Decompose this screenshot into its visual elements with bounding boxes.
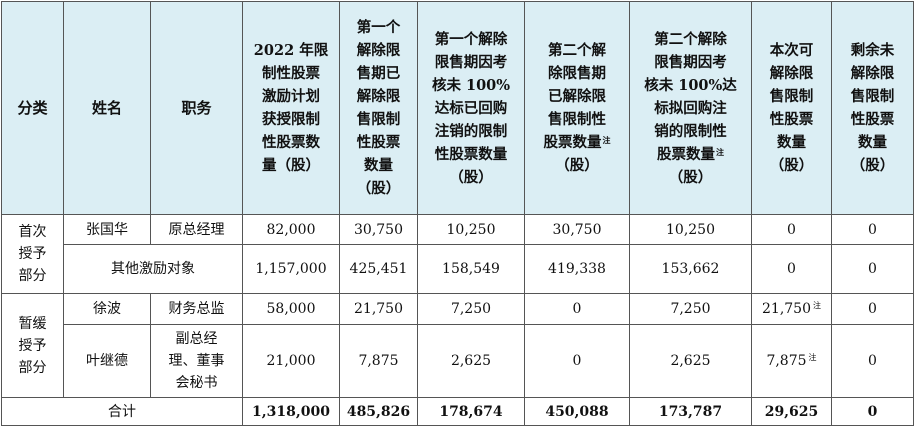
group-deferred-grant: 暂缓 授予 部分 [1, 293, 64, 398]
cell-remaining: 0 [831, 293, 914, 325]
cell-second-unlocked: 419,338 [524, 244, 630, 294]
cell-granted: 58,000 [242, 293, 340, 325]
table-row: 暂缓 授予 部分 徐波 财务总监 58,000 21,750 7,250 0 7,2… [1, 293, 914, 398]
total-second-unlocked: 450,088 [524, 397, 630, 426]
restricted-stock-table: 分类 姓名 职务 2022 年限 制性股票 激励计划 获授限制 性股票数 量（股） 第一个… [1, 1, 914, 426]
cell-remaining: 0 [831, 214, 914, 245]
cell-first-bought-back: 7,250 [417, 293, 525, 325]
cell-name: 张国华 [63, 214, 151, 245]
header-category: 分类 [1, 1, 64, 215]
cell-current-unlockable: 21,750 注 [751, 293, 832, 325]
cell-granted: 21,000 [242, 324, 340, 398]
cell-first-unlocked: 30,750 [339, 214, 418, 245]
total-granted: 1,318,000 [242, 397, 340, 426]
total-first-bought-back: 178,674 [417, 397, 525, 426]
cell-second-to-buy-back: 10,250 [629, 214, 752, 245]
cell-remaining: 0 [831, 324, 914, 398]
cell-second-to-buy-back: 2,625 [629, 324, 752, 398]
cell-first-unlocked: 7,875 [339, 324, 418, 398]
cell-current-unlockable: 0 [751, 214, 832, 245]
cell-second-unlocked: 0 [524, 293, 630, 325]
cell-remaining: 0 [831, 244, 914, 294]
cell-first-unlocked: 21,750 [339, 293, 418, 325]
group-first-grant: 首次 授予 部分 [1, 214, 64, 294]
cell-granted: 1,157,000 [242, 244, 340, 294]
header-name: 姓名 [63, 1, 151, 215]
cell-second-unlocked: 0 [524, 324, 630, 398]
total-row: 合计 1,318,000 485,826 178,674 450,088 173… [1, 397, 914, 426]
cell-first-bought-back: 10,250 [417, 214, 525, 245]
footnote-marker: 注 [602, 135, 611, 145]
cell-first-unlocked: 425,451 [339, 244, 418, 294]
total-current-unlockable: 29,625 [751, 397, 832, 426]
cell-current-unlockable: 0 [751, 244, 832, 294]
header-row: 分类 姓名 职务 2022 年限 制性股票 激励计划 获授限制 性股票数 量（股） 第一个… [1, 1, 914, 215]
header-first-bought-back: 第一个解除 限售期因考 核未 100% 达标已回购 注销的限制 性股票数量 （股） [417, 1, 525, 215]
cell-second-unlocked: 30,750 [524, 214, 630, 245]
total-remaining: 0 [831, 397, 914, 426]
footnote-marker: 注 [808, 353, 817, 362]
footnote-marker: 注 [716, 146, 724, 157]
cell-second-to-buy-back: 153,662 [629, 244, 752, 294]
header-first-unlocked: 第一个 解除限 售期已 解除限 售限制 性股票 数量 （股） [339, 1, 418, 215]
cell-granted: 82,000 [242, 214, 340, 245]
cell-position: 财务总监 [150, 293, 243, 325]
table-row: 其他激励对象 1,157,000 425,451 158,549 419,338… [2, 244, 914, 294]
table-row: 首次 授予 部分 张国华 原总经理 82,000 30,750 10,250 30,… [1, 214, 914, 294]
header-second-to-buy-back: 第二个解除 限售期因考 核未 100%达 标拟回购注 销的限制性 股票数量注 （股） [629, 1, 752, 215]
cell-current-unlockable: 7,875 注 [751, 324, 832, 398]
cell-position: 副总经 理、董事 会秘书 [150, 324, 243, 398]
table-row: 叶继德 副总经 理、董事 会秘书 21,000 7,875 2,625 0 2,62… [2, 324, 914, 398]
cell-first-bought-back: 158,549 [417, 244, 525, 294]
header-second-unlocked: 第二个解 除限售期 已解除限 售限制性 股票数量注 （股） [524, 1, 630, 215]
header-position: 职务 [150, 1, 243, 215]
cell-name: 其他激励对象 [63, 244, 243, 294]
header-current-unlockable: 本次可 解除限 售限制 性股票 数量 （股） [751, 1, 832, 215]
cell-position: 原总经理 [150, 214, 243, 245]
total-first-unlocked: 485,826 [339, 397, 418, 426]
cell-second-to-buy-back: 7,250 [629, 293, 752, 325]
total-label: 合计 [1, 397, 243, 426]
header-remaining-locked: 剩余未 解除限 售限制 性股票 数量 （股） [831, 1, 914, 215]
cell-name: 叶继德 [63, 324, 151, 398]
cell-name: 徐波 [63, 293, 151, 325]
cell-first-bought-back: 2,625 [417, 324, 525, 398]
footnote-marker: 注 [813, 301, 821, 310]
total-second-to-buy-back: 173,787 [629, 397, 752, 426]
header-granted: 2022 年限 制性股票 激励计划 获授限制 性股票数 量（股） [242, 1, 340, 215]
